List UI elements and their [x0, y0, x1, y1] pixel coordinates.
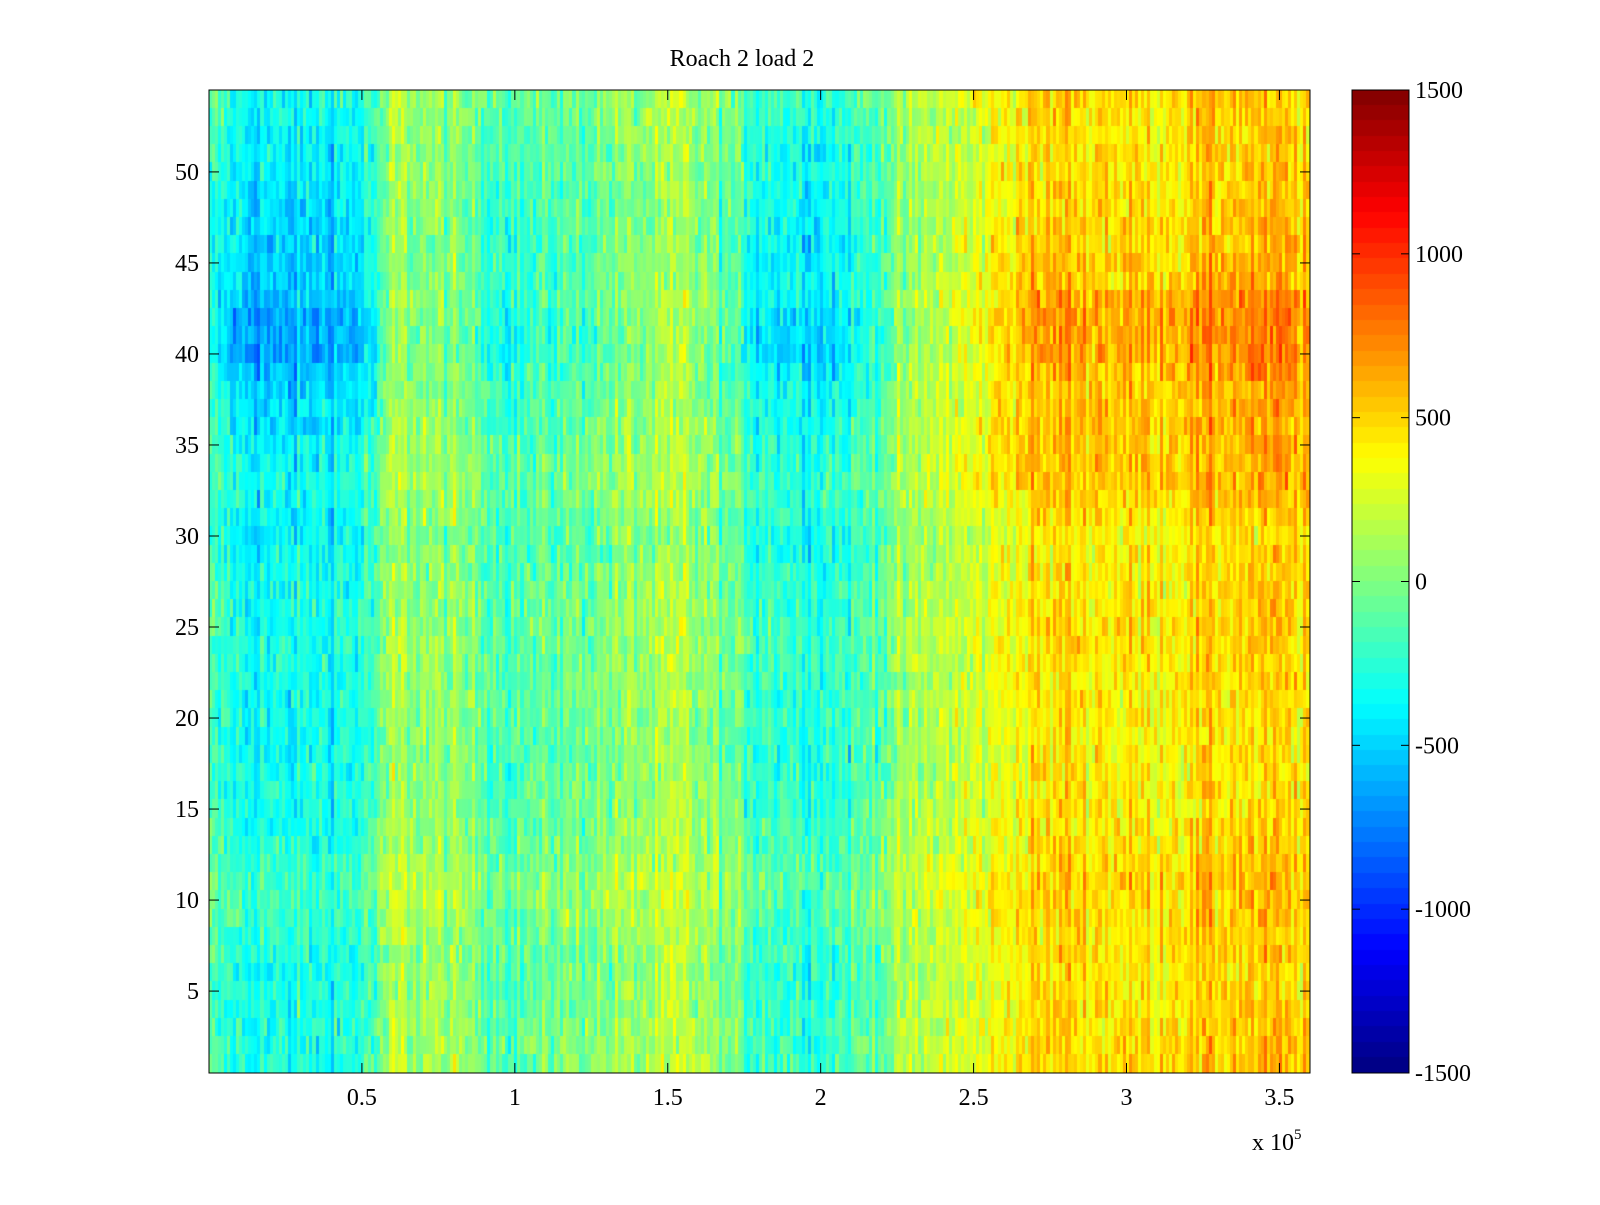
- x-tick-label: 3.5: [1264, 1085, 1294, 1111]
- colorbar-axis: -1500 -1000 -500 0 500 1000 1500: [1352, 78, 1471, 1087]
- y-tick-label: 45: [175, 251, 199, 277]
- y-tick-label: 30: [175, 524, 199, 550]
- x-tick-label: 2: [815, 1085, 827, 1111]
- y-tick-label: 10: [175, 888, 199, 914]
- x-tick-label: 0.5: [347, 1085, 377, 1111]
- heatmap-image[interactable]: [209, 90, 1310, 1073]
- colorbar-image: [1352, 90, 1409, 1073]
- colorbar-tick-label: 1500: [1415, 78, 1463, 104]
- colorbar-tick-label: 500: [1415, 406, 1451, 432]
- colorbar-tick-label: -500: [1415, 733, 1459, 759]
- x-axis: 0.5 1 1.5 2 2.5 3 3.5: [347, 90, 1294, 1111]
- y-tick-label: 25: [175, 615, 199, 641]
- y-tick-label: 50: [175, 160, 199, 186]
- heatmap-image-container: [209, 90, 1310, 1073]
- colorbar-image-container: [1352, 90, 1409, 1073]
- x-exponent-power: 5: [1294, 1127, 1302, 1143]
- y-tick-label: 20: [175, 706, 199, 732]
- colorbar-tick-label: 1000: [1415, 242, 1463, 268]
- x-tick-label: 3: [1121, 1085, 1133, 1111]
- x-tick-label: 2.5: [959, 1085, 989, 1111]
- y-axis: 5 10 15 20 25 30 35 40 45 50: [175, 160, 1310, 1005]
- y-tick-label: 5: [187, 979, 199, 1005]
- x-tick-label: 1: [509, 1085, 521, 1111]
- chart-title: Roach 2 load 2: [670, 46, 815, 72]
- y-tick-label: 40: [175, 342, 199, 368]
- colorbar-tick-label: -1000: [1415, 897, 1471, 923]
- colorbar-tick-label: -1500: [1415, 1061, 1471, 1087]
- plot-frame: [208, 89, 1311, 1074]
- colorbar-tick-label: 0: [1415, 570, 1427, 596]
- y-tick-label: 15: [175, 797, 199, 823]
- x-tick-label: 1.5: [653, 1085, 683, 1111]
- x-exponent-base: x 10: [1252, 1130, 1294, 1156]
- x-axis-exponent: x 105: [1252, 1127, 1302, 1156]
- y-tick-label: 35: [175, 433, 199, 459]
